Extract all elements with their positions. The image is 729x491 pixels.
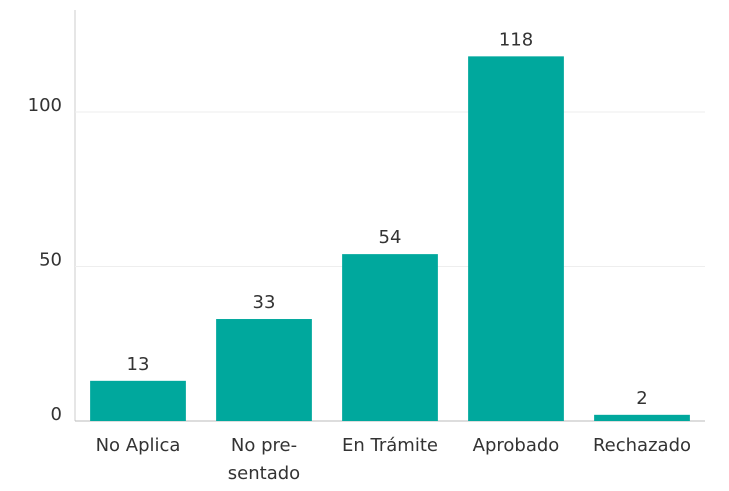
x-tick-label: Aprobado bbox=[473, 435, 560, 456]
x-tick-label: Rechazado bbox=[593, 435, 691, 456]
value-label: 33 bbox=[253, 292, 276, 313]
y-tick-label: 100 bbox=[28, 95, 62, 116]
bar bbox=[594, 414, 690, 421]
value-label: 54 bbox=[379, 227, 402, 248]
value-label: 118 bbox=[499, 29, 533, 50]
bar bbox=[468, 56, 564, 421]
y-tick-label: 50 bbox=[39, 249, 62, 270]
x-tick-label-line: sentado bbox=[228, 463, 300, 484]
x-tick-label: No pre-sentado bbox=[228, 435, 300, 484]
y-tick-label: 0 bbox=[51, 404, 62, 425]
x-tick-label: No Aplica bbox=[96, 435, 181, 456]
value-label: 2 bbox=[636, 388, 647, 409]
bar bbox=[90, 380, 186, 421]
x-tick-label: En Trámite bbox=[342, 435, 438, 456]
x-tick-label-line: No pre- bbox=[231, 435, 297, 456]
value-label: 13 bbox=[127, 354, 150, 375]
bar bbox=[342, 254, 438, 421]
bar bbox=[216, 319, 312, 421]
